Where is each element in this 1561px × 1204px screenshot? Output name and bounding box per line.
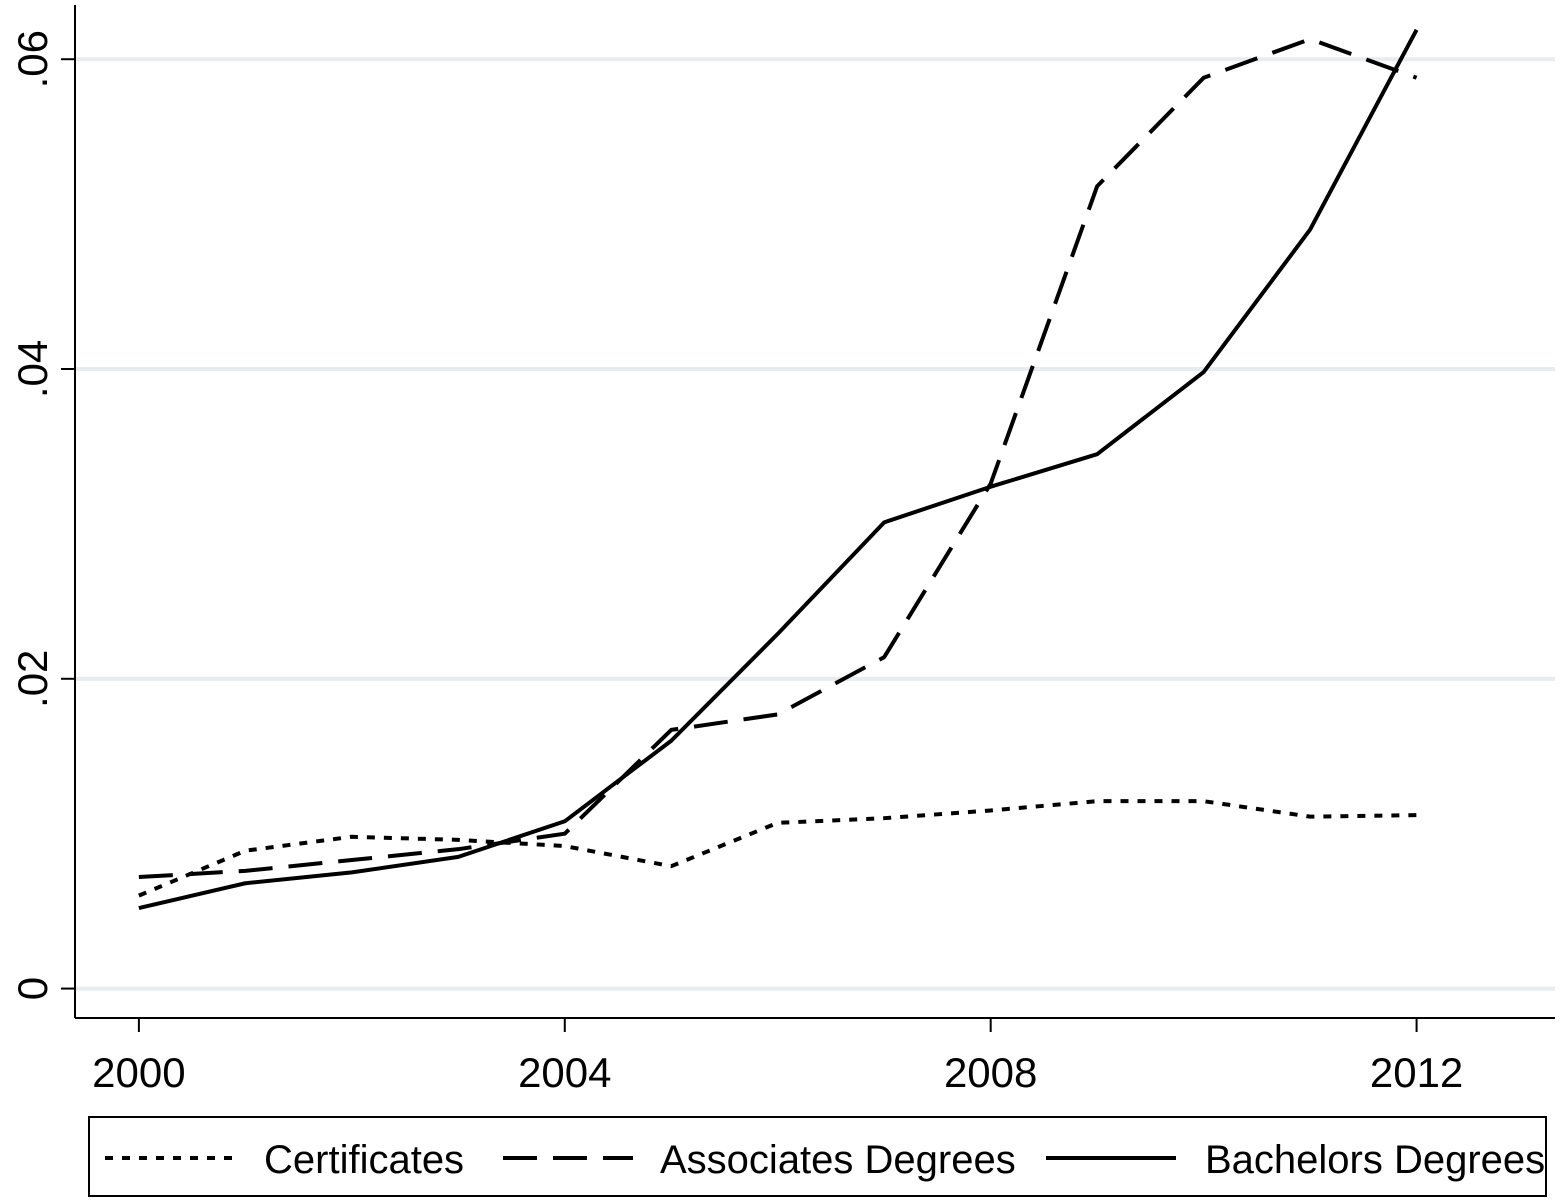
legend: Certificates Associates Degrees Bachelors …	[88, 1116, 1547, 1197]
legend-box	[88, 1116, 1547, 1197]
legend-label: Certificates	[264, 1138, 464, 1182]
x-tick-label: 2000	[92, 1049, 185, 1096]
y-tick-label: .06	[9, 30, 56, 88]
legend-label: Associates Degrees	[660, 1138, 1016, 1182]
series-line-associates-degrees	[138, 37, 1418, 880]
y-tick-label: 0	[9, 977, 56, 1000]
series-line-certificates	[138, 799, 1417, 898]
gridlines	[75, 57, 1555, 991]
x-tick-label: 2012	[1370, 1049, 1463, 1096]
y-tick-label: .02	[9, 650, 56, 708]
x-tick-label: 2004	[518, 1049, 611, 1096]
series-line-bachelors-degrees	[138, 28, 1419, 910]
y-tick-label: .04	[9, 340, 56, 398]
x-tick-label: 2008	[944, 1049, 1037, 1096]
axes: 0 .02 .04 .06 2000 2004 2008 2012	[9, 5, 1555, 1096]
legend-label: Bachelors Degrees	[1205, 1138, 1545, 1182]
series-lines	[138, 28, 1419, 910]
